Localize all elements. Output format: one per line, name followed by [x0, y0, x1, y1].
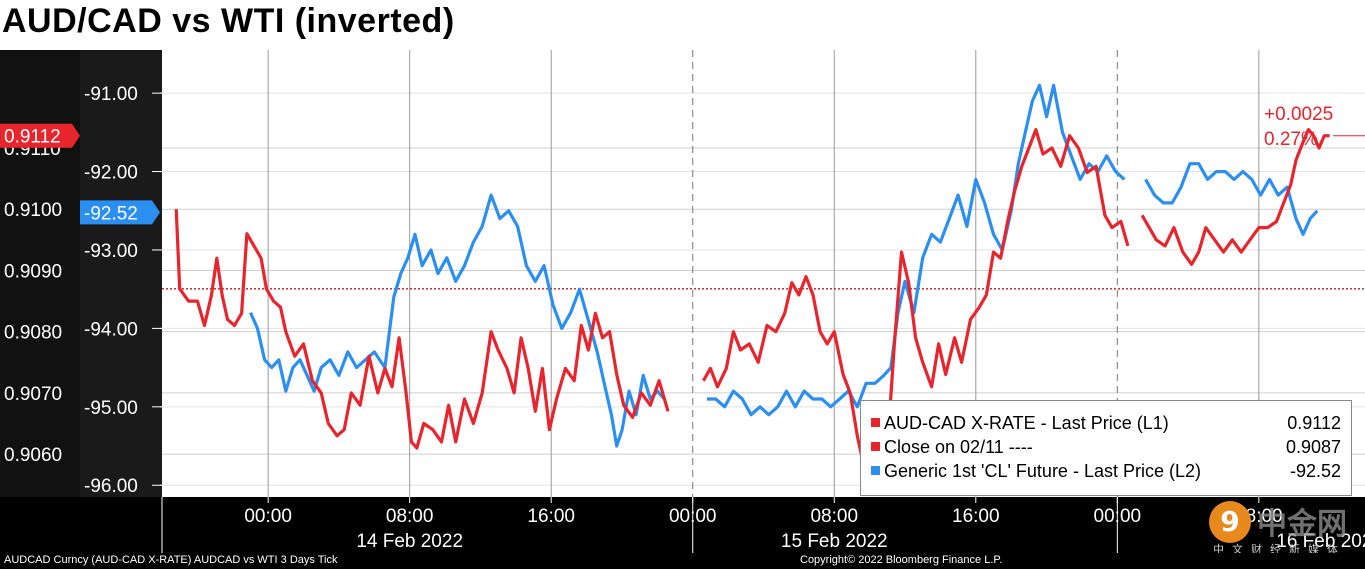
series-line-audcad-points_day3: [1140, 128, 1330, 266]
legend-label-wti: Generic 1st 'CL' Future - Last Price (L2…: [884, 461, 1201, 481]
y-tick-label-wti: -91.00: [84, 84, 138, 105]
x-tick-label: 08:00: [386, 506, 434, 527]
y-tick-label-wti: -95.00: [84, 398, 138, 419]
legend-swatch-wti: [871, 465, 880, 475]
legend-value-audcad: 0.9112: [1287, 413, 1341, 433]
watermark-icon: 9: [1209, 501, 1251, 543]
last-price-tag-wti: [80, 200, 160, 225]
legend-value-close: 0.9087: [1285, 437, 1341, 457]
change-pct-label: 0.27%: [1264, 129, 1318, 150]
last-price-tag-wti-label: -92.52: [84, 203, 138, 224]
legend-entry-audcad: AUD-CAD X-RATE - Last Price (L1): [871, 413, 1169, 434]
series-line-audcad-points: [174, 209, 670, 450]
x-tick-label: 08:00: [810, 506, 858, 527]
legend-entry-wti: Generic 1st 'CL' Future - Last Price (L2…: [871, 461, 1201, 482]
last-price-tag-audcad-label: 0.9112: [4, 127, 61, 148]
watermark-subtext: 中文财经新媒体: [1213, 543, 1346, 556]
change-abs-label: +0.0025: [1264, 104, 1333, 125]
y-tick-label-wti: -96.00: [84, 476, 138, 497]
x-tick-label: 16:00: [527, 506, 575, 527]
series-line-wti-points_day2: [706, 83, 1126, 417]
x-date-label: 15 Feb 2022: [781, 531, 888, 552]
legend-label-audcad: AUD-CAD X-RATE - Last Price (L1): [884, 413, 1169, 433]
watermark-text: 中金网: [1257, 507, 1347, 542]
footer-source: AUDCAD Curncy (AUD-CAD X-RATE) AUDCAD vs…: [4, 554, 338, 566]
y-tick-label-audcad: 0.9060: [4, 445, 62, 466]
x-date-label: 16 Feb 2022: [1276, 531, 1365, 552]
y-tick-label-wti: -93.00: [84, 241, 138, 262]
watermark-logo: 9 中金网 中文财经新媒体: [1205, 497, 1365, 556]
y-tick-label-audcad: 0.9100: [4, 200, 62, 221]
series-line-wti-points: [249, 193, 666, 448]
footer-bar: AUDCAD Curncy (AUD-CAD X-RATE) AUDCAD vs…: [0, 553, 1365, 569]
y-tick-label-audcad: 0.9090: [4, 261, 62, 282]
legend-entry-close: Close on 02/11 ----: [871, 437, 1033, 458]
legend-swatch-audcad: [871, 417, 880, 427]
series-line-audcad-points_day2: [702, 128, 1130, 462]
x-axis-panel: [0, 497, 1365, 553]
y-tick-label-wti: -94.00: [84, 319, 138, 340]
chart-title: AUD/CAD vs WTI (inverted): [2, 2, 455, 40]
x-tick-label: 16:00: [952, 506, 1000, 527]
y-tick-label-audcad: 0.9070: [4, 384, 62, 405]
last-price-tag-audcad: [0, 123, 80, 148]
legend-swatch-close: [871, 441, 880, 451]
footer-copyright: Copyright© 2022 Bloomberg Finance L.P.: [800, 554, 1003, 566]
legend-label-close: Close on 02/11 ----: [884, 437, 1033, 457]
legend-value-wti: -92.52: [1289, 461, 1341, 481]
x-date-label: 14 Feb 2022: [356, 531, 463, 552]
series-line-wti-points_day3: [1144, 162, 1319, 236]
x-tick-label: 00:00: [244, 506, 292, 527]
left-axis-panel-inner: [80, 50, 162, 497]
y-tick-label-wti: -92.00: [84, 163, 138, 184]
y-tick-label-audcad: 0.9080: [4, 323, 62, 344]
chart-legend: AUD-CAD X-RATE - Last Price (L1) 0.9112 …: [860, 400, 1352, 496]
